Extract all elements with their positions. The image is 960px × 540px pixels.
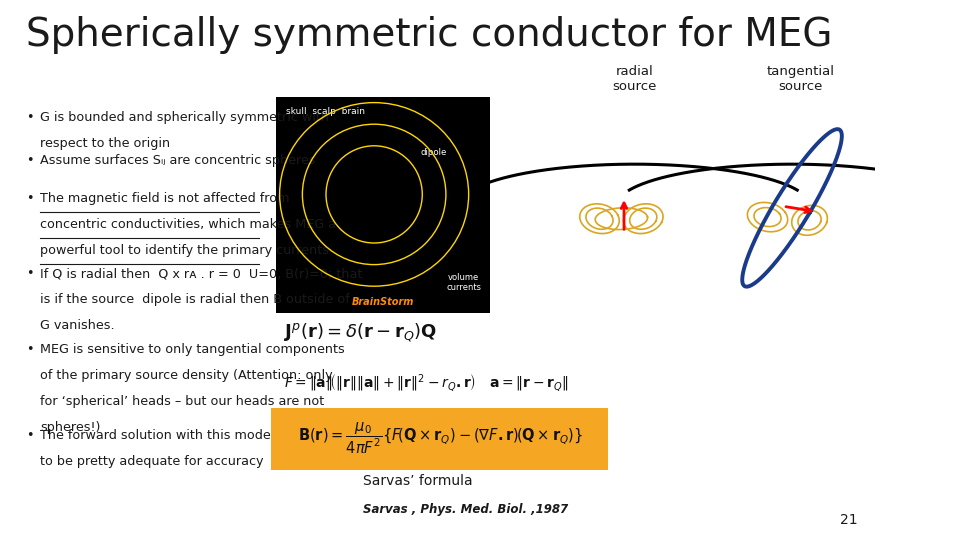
Text: powerful tool to identify the primary currents: powerful tool to identify the primary cu… <box>40 244 329 256</box>
Text: •: • <box>26 267 34 280</box>
Text: Sarvas’ formula: Sarvas’ formula <box>363 474 473 488</box>
Text: $\mathbf{B}(\mathbf{r}) = \dfrac{\mu_0}{4\pi F^2}\left\{F\!\left(\mathbf{Q}\time: $\mathbf{B}(\mathbf{r}) = \dfrac{\mu_0}{… <box>298 421 583 456</box>
Text: •: • <box>26 154 34 167</box>
Text: spheres!): spheres!) <box>40 421 101 434</box>
Text: to be pretty adequate for accuracy: to be pretty adequate for accuracy <box>40 455 264 468</box>
Text: is if the source  dipole is radial then B outside of: is if the source dipole is radial then B… <box>40 293 350 306</box>
Text: Sarvas , Phys. Med. Biol. ,1987: Sarvas , Phys. Med. Biol. ,1987 <box>363 503 568 516</box>
Text: BrainStorm: BrainStorm <box>351 296 414 307</box>
Text: G is bounded and spherically symmetric with: G is bounded and spherically symmetric w… <box>40 111 329 124</box>
Text: respect to the origin: respect to the origin <box>40 137 170 150</box>
Text: G vanishes.: G vanishes. <box>40 319 115 332</box>
Text: volume
currents: volume currents <box>446 273 481 292</box>
Text: of the primary source density (Attention: only: of the primary source density (Attention… <box>40 369 333 382</box>
Text: •: • <box>26 343 34 356</box>
Text: If Q is radial then  Q x rᴀ . r = 0  U=0, B(r)=0; that: If Q is radial then Q x rᴀ . r = 0 U=0, … <box>40 267 363 280</box>
Text: $\mathbf{J}^{p}(\mathbf{r}) = \delta(\mathbf{r} - \mathbf{r}_Q)\mathbf{Q}$: $\mathbf{J}^{p}(\mathbf{r}) = \delta(\ma… <box>284 321 438 344</box>
Text: MEG is sensitive to only tangential components: MEG is sensitive to only tangential comp… <box>40 343 345 356</box>
Text: concentric conductivities, which makes MEG a: concentric conductivities, which makes M… <box>40 218 336 231</box>
Text: Assume surfaces Sᵢⱼ are concentric spheres: Assume surfaces Sᵢⱼ are concentric spher… <box>40 154 316 167</box>
Text: The magnetic field is not affected from: The magnetic field is not affected from <box>40 192 290 205</box>
Text: •: • <box>26 111 34 124</box>
Text: for ‘spherical’ heads – but our heads are not: for ‘spherical’ heads – but our heads ar… <box>40 395 324 408</box>
Text: 21: 21 <box>840 512 857 526</box>
Text: skull  scalp  brain: skull scalp brain <box>286 107 365 116</box>
Text: dipole: dipole <box>420 148 446 158</box>
Text: The forward solution with this model is reported: The forward solution with this model is … <box>40 429 348 442</box>
Text: tangential
source: tangential source <box>767 65 835 93</box>
FancyBboxPatch shape <box>272 408 609 470</box>
Text: •: • <box>26 429 34 442</box>
Text: radial
source: radial source <box>612 65 657 93</box>
Bar <box>276 97 491 313</box>
Text: •: • <box>26 192 34 205</box>
Text: Spherically symmetric conductor for MEG: Spherically symmetric conductor for MEG <box>26 16 832 54</box>
Text: $F = \|\mathbf{a}\|\!\left(\|\mathbf{r}\|\|\mathbf{a}\| + \|\mathbf{r}\|^2 - r_Q: $F = \|\mathbf{a}\|\!\left(\|\mathbf{r}\… <box>284 373 569 394</box>
